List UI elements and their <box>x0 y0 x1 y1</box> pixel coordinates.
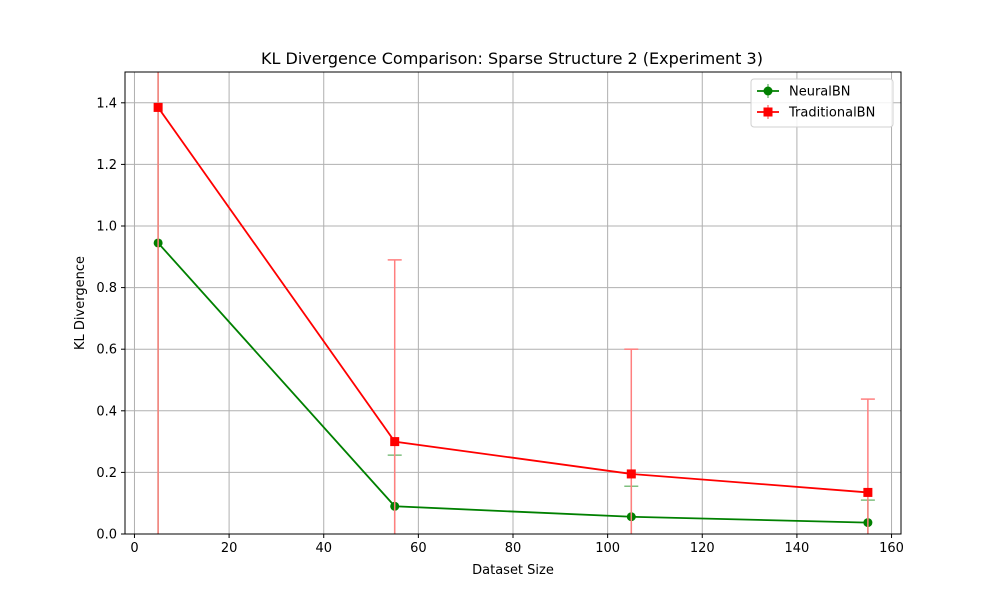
y-tick-label: 1.4 <box>96 96 117 111</box>
legend-item: NeuralBN <box>757 84 851 100</box>
series-traditionalbn <box>153 72 875 534</box>
series-line <box>157 242 868 524</box>
chart-title: KL Divergence Comparison: Sparse Structu… <box>261 49 763 68</box>
x-tick-label: 120 <box>690 541 715 556</box>
data-point <box>863 487 873 497</box>
plot-area <box>153 72 875 534</box>
data-point <box>390 437 400 447</box>
y-axis: 0.0 0.2 0.4 0.6 0.8 1.0 1.2 1.4 <box>96 96 125 543</box>
y-tick-label: 1.0 <box>96 220 117 235</box>
legend-marker <box>763 86 773 96</box>
grid-lines <box>125 72 901 535</box>
legend-label: TraditionalBN <box>788 106 875 121</box>
y-tick-label: 0.0 <box>96 528 117 543</box>
x-tick-label: 40 <box>315 541 332 556</box>
legend-marker <box>763 107 773 117</box>
legend-label: NeuralBN <box>789 85 851 100</box>
legend: NeuralBN TraditionalBN <box>750 78 894 128</box>
y-tick-label: 1.2 <box>96 158 117 173</box>
y-tick-label: 0.4 <box>96 404 117 419</box>
x-axis-label: Dataset Size <box>472 563 554 578</box>
legend-item: TraditionalBN <box>757 105 875 121</box>
legend-box <box>750 78 894 128</box>
x-tick-label: 160 <box>879 541 904 556</box>
y-tick-label: 0.6 <box>96 343 117 358</box>
x-tick-label: 80 <box>505 541 522 556</box>
x-tick-label: 140 <box>784 541 809 556</box>
x-tick-label: 20 <box>221 541 238 556</box>
series-line <box>157 106 868 494</box>
x-tick-label: 60 <box>410 541 427 556</box>
y-axis-label: KL Divergence <box>73 256 88 350</box>
x-tick-label: 100 <box>595 541 620 556</box>
series-neuralbn <box>153 72 875 534</box>
data-point <box>153 102 163 112</box>
y-tick-label: 0.2 <box>96 466 117 481</box>
x-axis: 0 20 40 60 80 100 120 140 160 <box>130 534 904 556</box>
data-point <box>626 469 636 479</box>
x-tick-label: 0 <box>130 541 138 556</box>
y-tick-label: 0.8 <box>96 281 117 296</box>
